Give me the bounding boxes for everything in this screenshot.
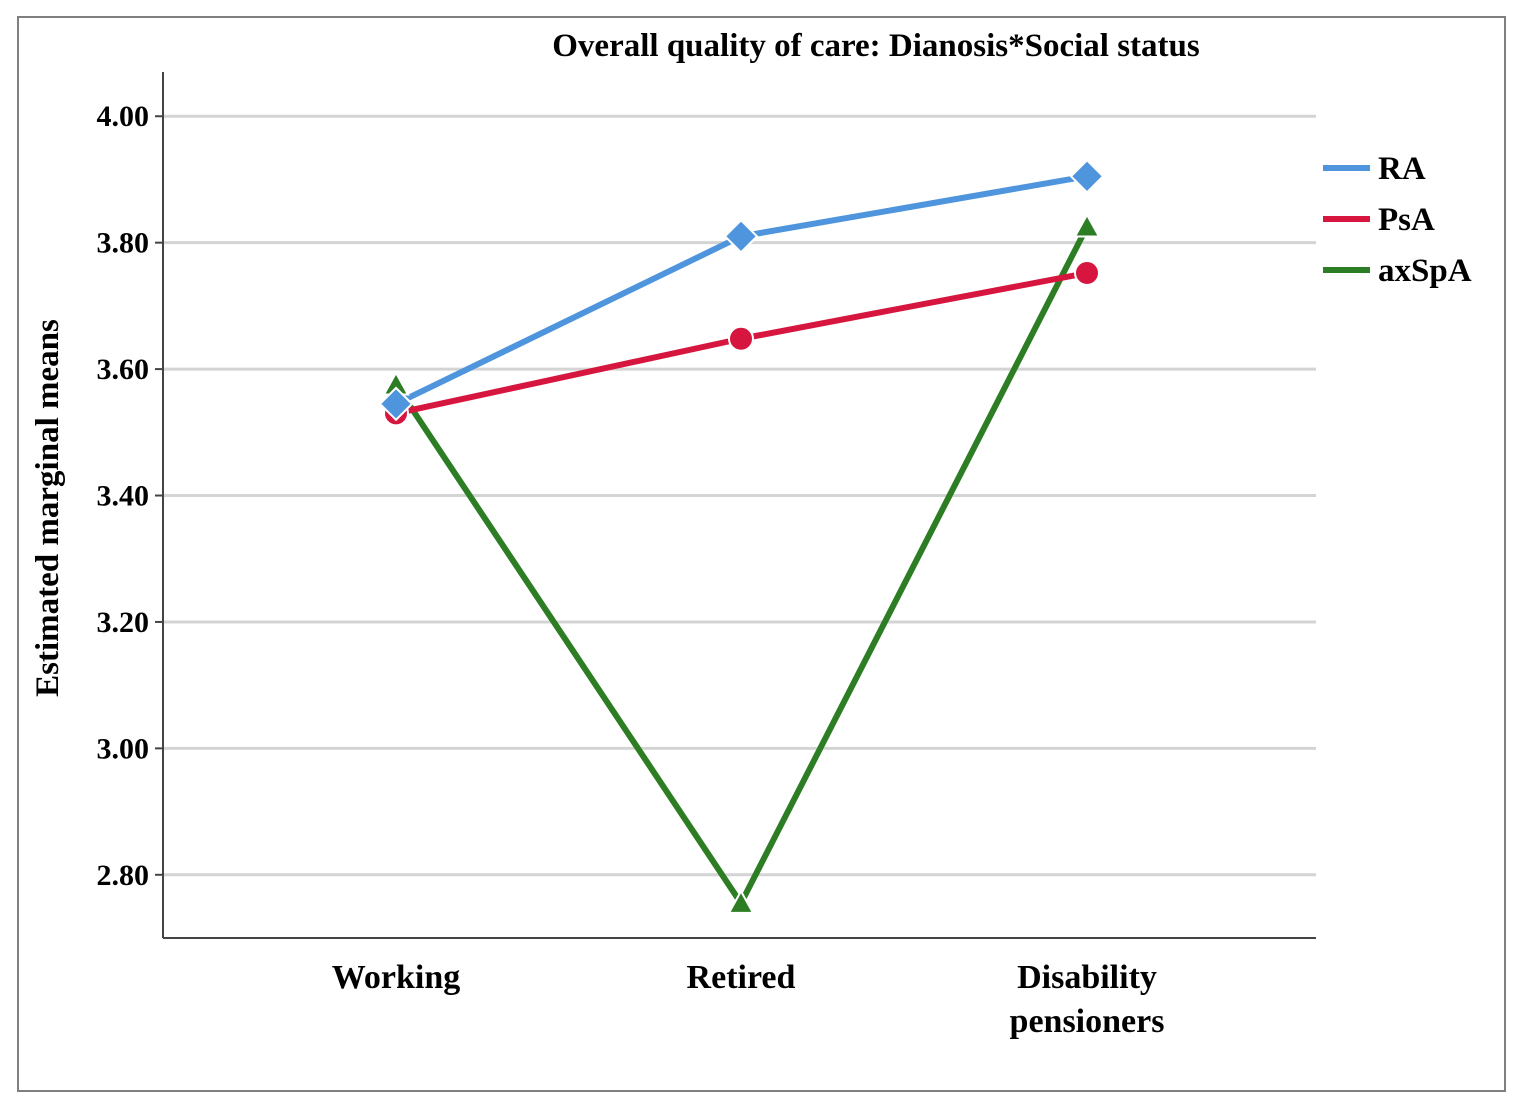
y-tick-label: 4.00	[97, 100, 150, 133]
data-point-circle	[1074, 260, 1100, 287]
legend-label-psa: PsA	[1378, 202, 1435, 238]
y-tick-label: 3.80	[97, 227, 150, 260]
y-tick-label: 3.40	[97, 480, 150, 513]
y-tick-label: 2.80	[97, 859, 150, 892]
axis-layer: 4.00 3.80 3.60 3.40 3.20 3.00 2.80 Working Retir…	[97, 72, 1316, 1040]
x-tick-label: Working	[332, 959, 460, 996]
data-point-circle	[728, 325, 754, 352]
data-point-diamond	[723, 218, 759, 254]
y-tick-label: 3.60	[97, 353, 150, 386]
y-tick-label: 3.20	[97, 606, 150, 639]
legend-label-ra: RA	[1378, 151, 1426, 187]
chart-title: Overall quality of care: Dianosis*Social…	[552, 28, 1200, 64]
series-layer	[378, 158, 1105, 914]
data-point-triangle	[1073, 212, 1101, 238]
legend: RA PsA axSpA	[1323, 151, 1472, 289]
y-axis-label: Estimated marginal means	[30, 319, 66, 697]
grid-layer	[163, 114, 1316, 877]
x-tick-label: Disability	[1017, 959, 1157, 996]
x-tick-label: Retired	[687, 959, 796, 996]
data-point-diamond	[378, 386, 414, 422]
x-tick-label: pensioners	[1010, 1003, 1165, 1040]
data-point-diamond	[1069, 158, 1105, 194]
data-point-triangle	[727, 889, 755, 914]
chart-frame	[17, 16, 1506, 1092]
y-tick-label: 3.00	[97, 732, 150, 765]
legend-label-axspa: axSpA	[1378, 253, 1472, 289]
